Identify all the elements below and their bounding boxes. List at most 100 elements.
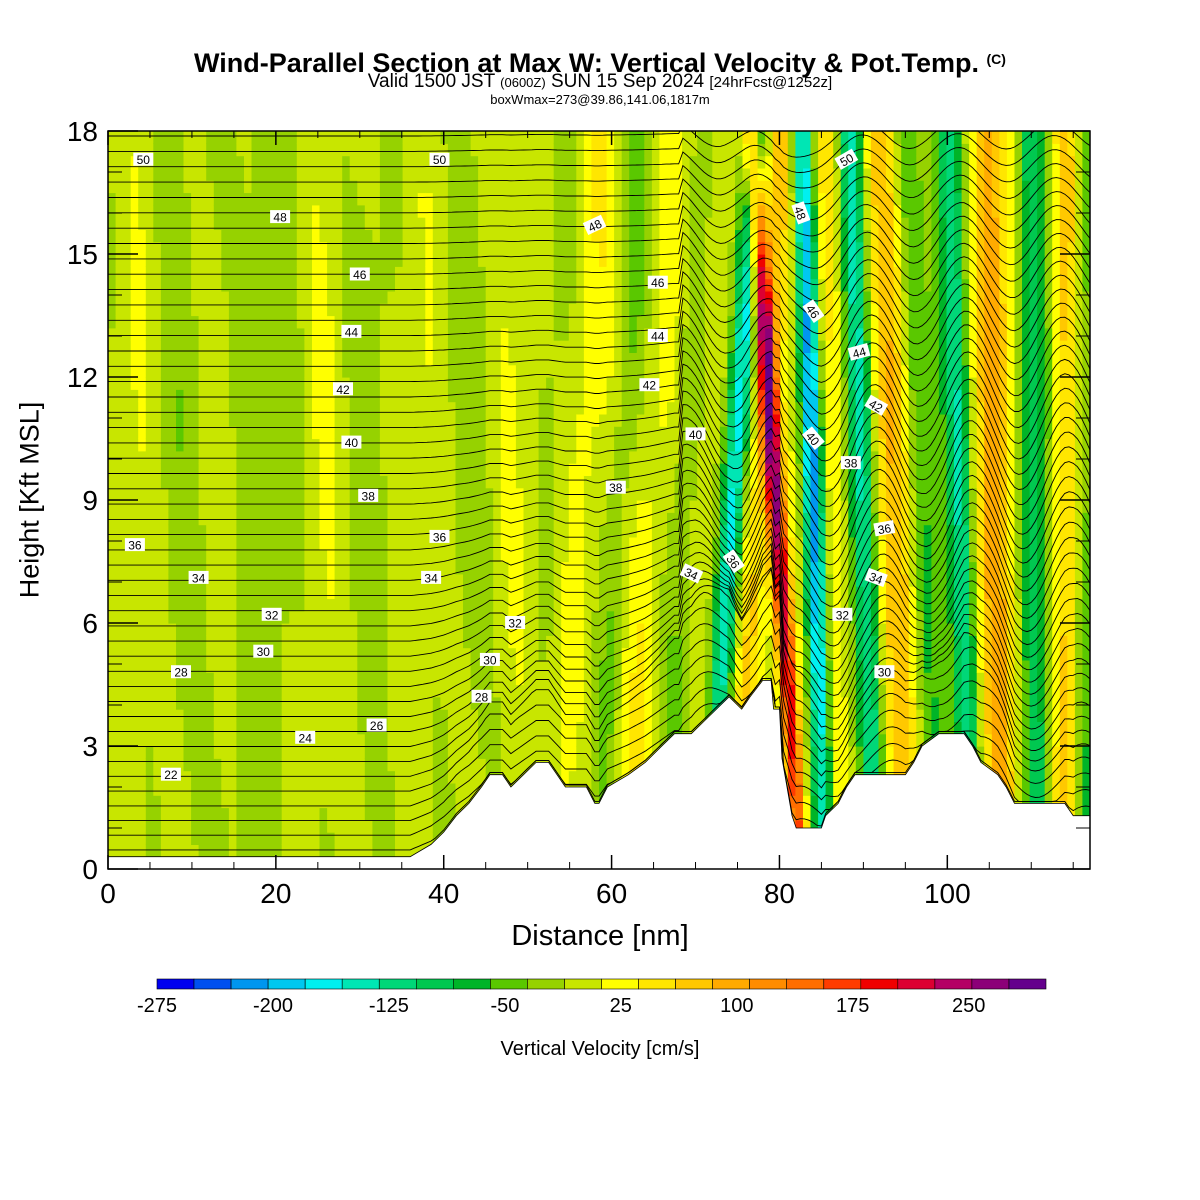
field-cell xyxy=(191,709,200,722)
field-cell xyxy=(183,450,192,464)
field-cell xyxy=(395,832,404,845)
field-cell xyxy=(342,315,351,329)
field-cell xyxy=(115,167,124,181)
field-cell xyxy=(508,536,517,550)
field-cell xyxy=(145,315,154,329)
field-cell xyxy=(387,340,396,353)
field-cell xyxy=(523,266,532,280)
field-cell xyxy=(538,290,547,304)
field-cell xyxy=(727,180,736,194)
field-cell xyxy=(689,389,698,403)
field-cell xyxy=(583,598,593,612)
field-cell xyxy=(183,536,192,550)
field-cell xyxy=(546,290,555,304)
field-cell xyxy=(372,819,381,833)
field-cell xyxy=(546,155,555,169)
field-cell xyxy=(319,463,328,476)
field-cell xyxy=(591,561,600,575)
field-cell xyxy=(689,143,698,157)
field-cell xyxy=(440,487,449,501)
field-cell xyxy=(289,795,298,809)
field-cell xyxy=(523,180,532,194)
field-cell xyxy=(644,746,653,759)
field-cell xyxy=(447,303,457,317)
field-cell xyxy=(153,377,162,390)
field-cell xyxy=(274,290,283,304)
field-cell xyxy=(183,278,192,292)
field-cell xyxy=(342,217,351,230)
field-cell xyxy=(266,192,275,206)
field-cell xyxy=(561,709,570,722)
field-cell xyxy=(387,229,396,243)
field-cell xyxy=(515,180,525,194)
field-cell xyxy=(455,659,464,673)
field-cell xyxy=(689,549,698,563)
field-cell xyxy=(561,524,570,538)
field-cell xyxy=(447,254,457,267)
field-cell xyxy=(470,327,479,341)
field-cell xyxy=(364,463,373,476)
field-cell xyxy=(493,241,502,255)
field-cell xyxy=(614,155,623,169)
field-cell xyxy=(312,155,321,169)
field-cell xyxy=(176,131,185,144)
field-cell xyxy=(447,672,457,686)
field-cell xyxy=(145,278,154,292)
field-cell xyxy=(470,549,479,563)
field-cell xyxy=(659,672,668,686)
field-cell xyxy=(447,500,457,513)
field-cell xyxy=(153,167,162,181)
field-cell xyxy=(651,241,661,255)
field-cell xyxy=(206,438,215,452)
field-cell xyxy=(478,241,487,255)
field-cell xyxy=(447,155,457,169)
field-cell xyxy=(583,659,593,673)
field-cell xyxy=(221,733,230,747)
field-cell xyxy=(629,229,638,243)
field-cell xyxy=(417,143,426,157)
field-cell xyxy=(523,635,532,649)
field-cell xyxy=(228,254,238,267)
field-cell xyxy=(213,758,222,772)
field-cell xyxy=(455,413,464,427)
field-cell xyxy=(123,192,132,206)
field-cell xyxy=(364,536,373,550)
field-cell xyxy=(463,696,472,710)
field-cell xyxy=(583,746,593,759)
field-cell xyxy=(463,254,472,267)
field-cell xyxy=(183,586,192,599)
field-cell xyxy=(508,229,517,243)
field-cell xyxy=(508,290,517,304)
field-cell xyxy=(395,278,404,292)
field-cell xyxy=(697,684,706,698)
field-cell xyxy=(327,733,336,747)
field-cell xyxy=(259,832,268,845)
field-cell xyxy=(704,155,713,169)
field-cell xyxy=(228,807,238,821)
field-cell xyxy=(221,659,230,673)
field-cell xyxy=(296,807,305,821)
field-cell xyxy=(478,623,487,636)
field-cell xyxy=(259,426,268,440)
field-cell xyxy=(160,659,170,673)
field-cell xyxy=(704,278,713,292)
field-cell xyxy=(606,721,615,735)
field-cell xyxy=(508,192,517,206)
field-cell xyxy=(629,364,638,378)
field-cell xyxy=(221,635,230,649)
field-cell xyxy=(364,672,373,686)
field-cell xyxy=(387,155,396,169)
field-cell xyxy=(191,782,200,796)
field-cell xyxy=(697,709,706,722)
field-cell xyxy=(674,229,683,243)
field-cell xyxy=(402,217,411,230)
field-cell xyxy=(312,266,321,280)
field-cell xyxy=(251,475,260,489)
field-cell xyxy=(463,598,472,612)
field-cell xyxy=(228,131,238,144)
field-cell xyxy=(576,426,585,440)
field-cell xyxy=(115,659,124,673)
field-cell xyxy=(636,229,645,243)
field-cell xyxy=(274,696,283,710)
field-cell xyxy=(515,352,525,366)
